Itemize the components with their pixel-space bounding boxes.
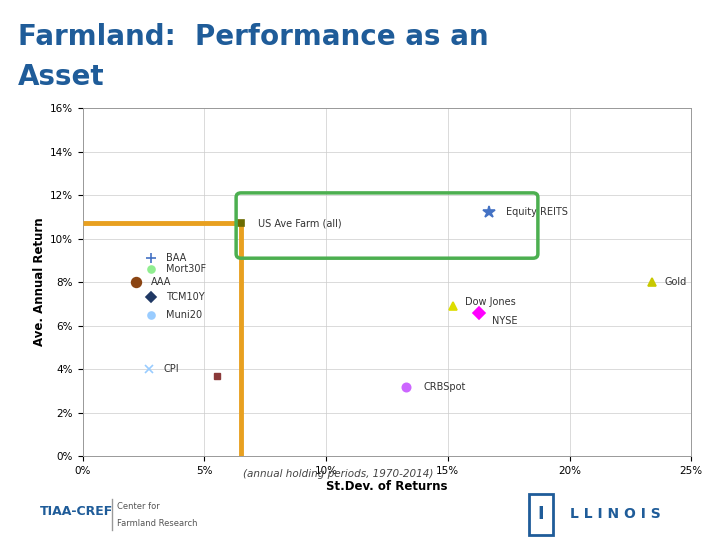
Text: CRBSpot: CRBSpot [423,382,466,392]
Text: NYSE: NYSE [492,316,517,326]
Text: Farmland Research: Farmland Research [117,519,197,528]
Text: AAA: AAA [151,277,171,287]
Text: CPI: CPI [163,364,179,374]
Text: L L I N O I S: L L I N O I S [570,508,661,521]
Text: Farmland:  Performance as an: Farmland: Performance as an [18,23,489,51]
Text: I: I [538,505,544,523]
X-axis label: St.Dev. of Returns: St.Dev. of Returns [326,480,448,493]
Text: US Ave Farm (all): US Ave Farm (all) [258,218,342,228]
Text: BAA: BAA [166,253,186,263]
Text: Center for: Center for [117,502,159,511]
Bar [529,494,553,535]
Y-axis label: Ave. Annual Return: Ave. Annual Return [33,218,46,347]
Text: Mort30F: Mort30F [166,264,206,274]
Text: Dow Jones: Dow Jones [465,297,516,307]
Text: Asset: Asset [18,63,104,91]
Text: TCM10Y: TCM10Y [166,292,204,302]
Text: Muni20: Muni20 [166,310,202,320]
Text: TIAA-CREF: TIAA-CREF [40,505,113,518]
Text: Gold: Gold [665,277,687,287]
Text: Equity REITS: Equity REITS [506,207,568,218]
Text: (annual holding periods, 1970-2014): (annual holding periods, 1970-2014) [243,469,433,478]
